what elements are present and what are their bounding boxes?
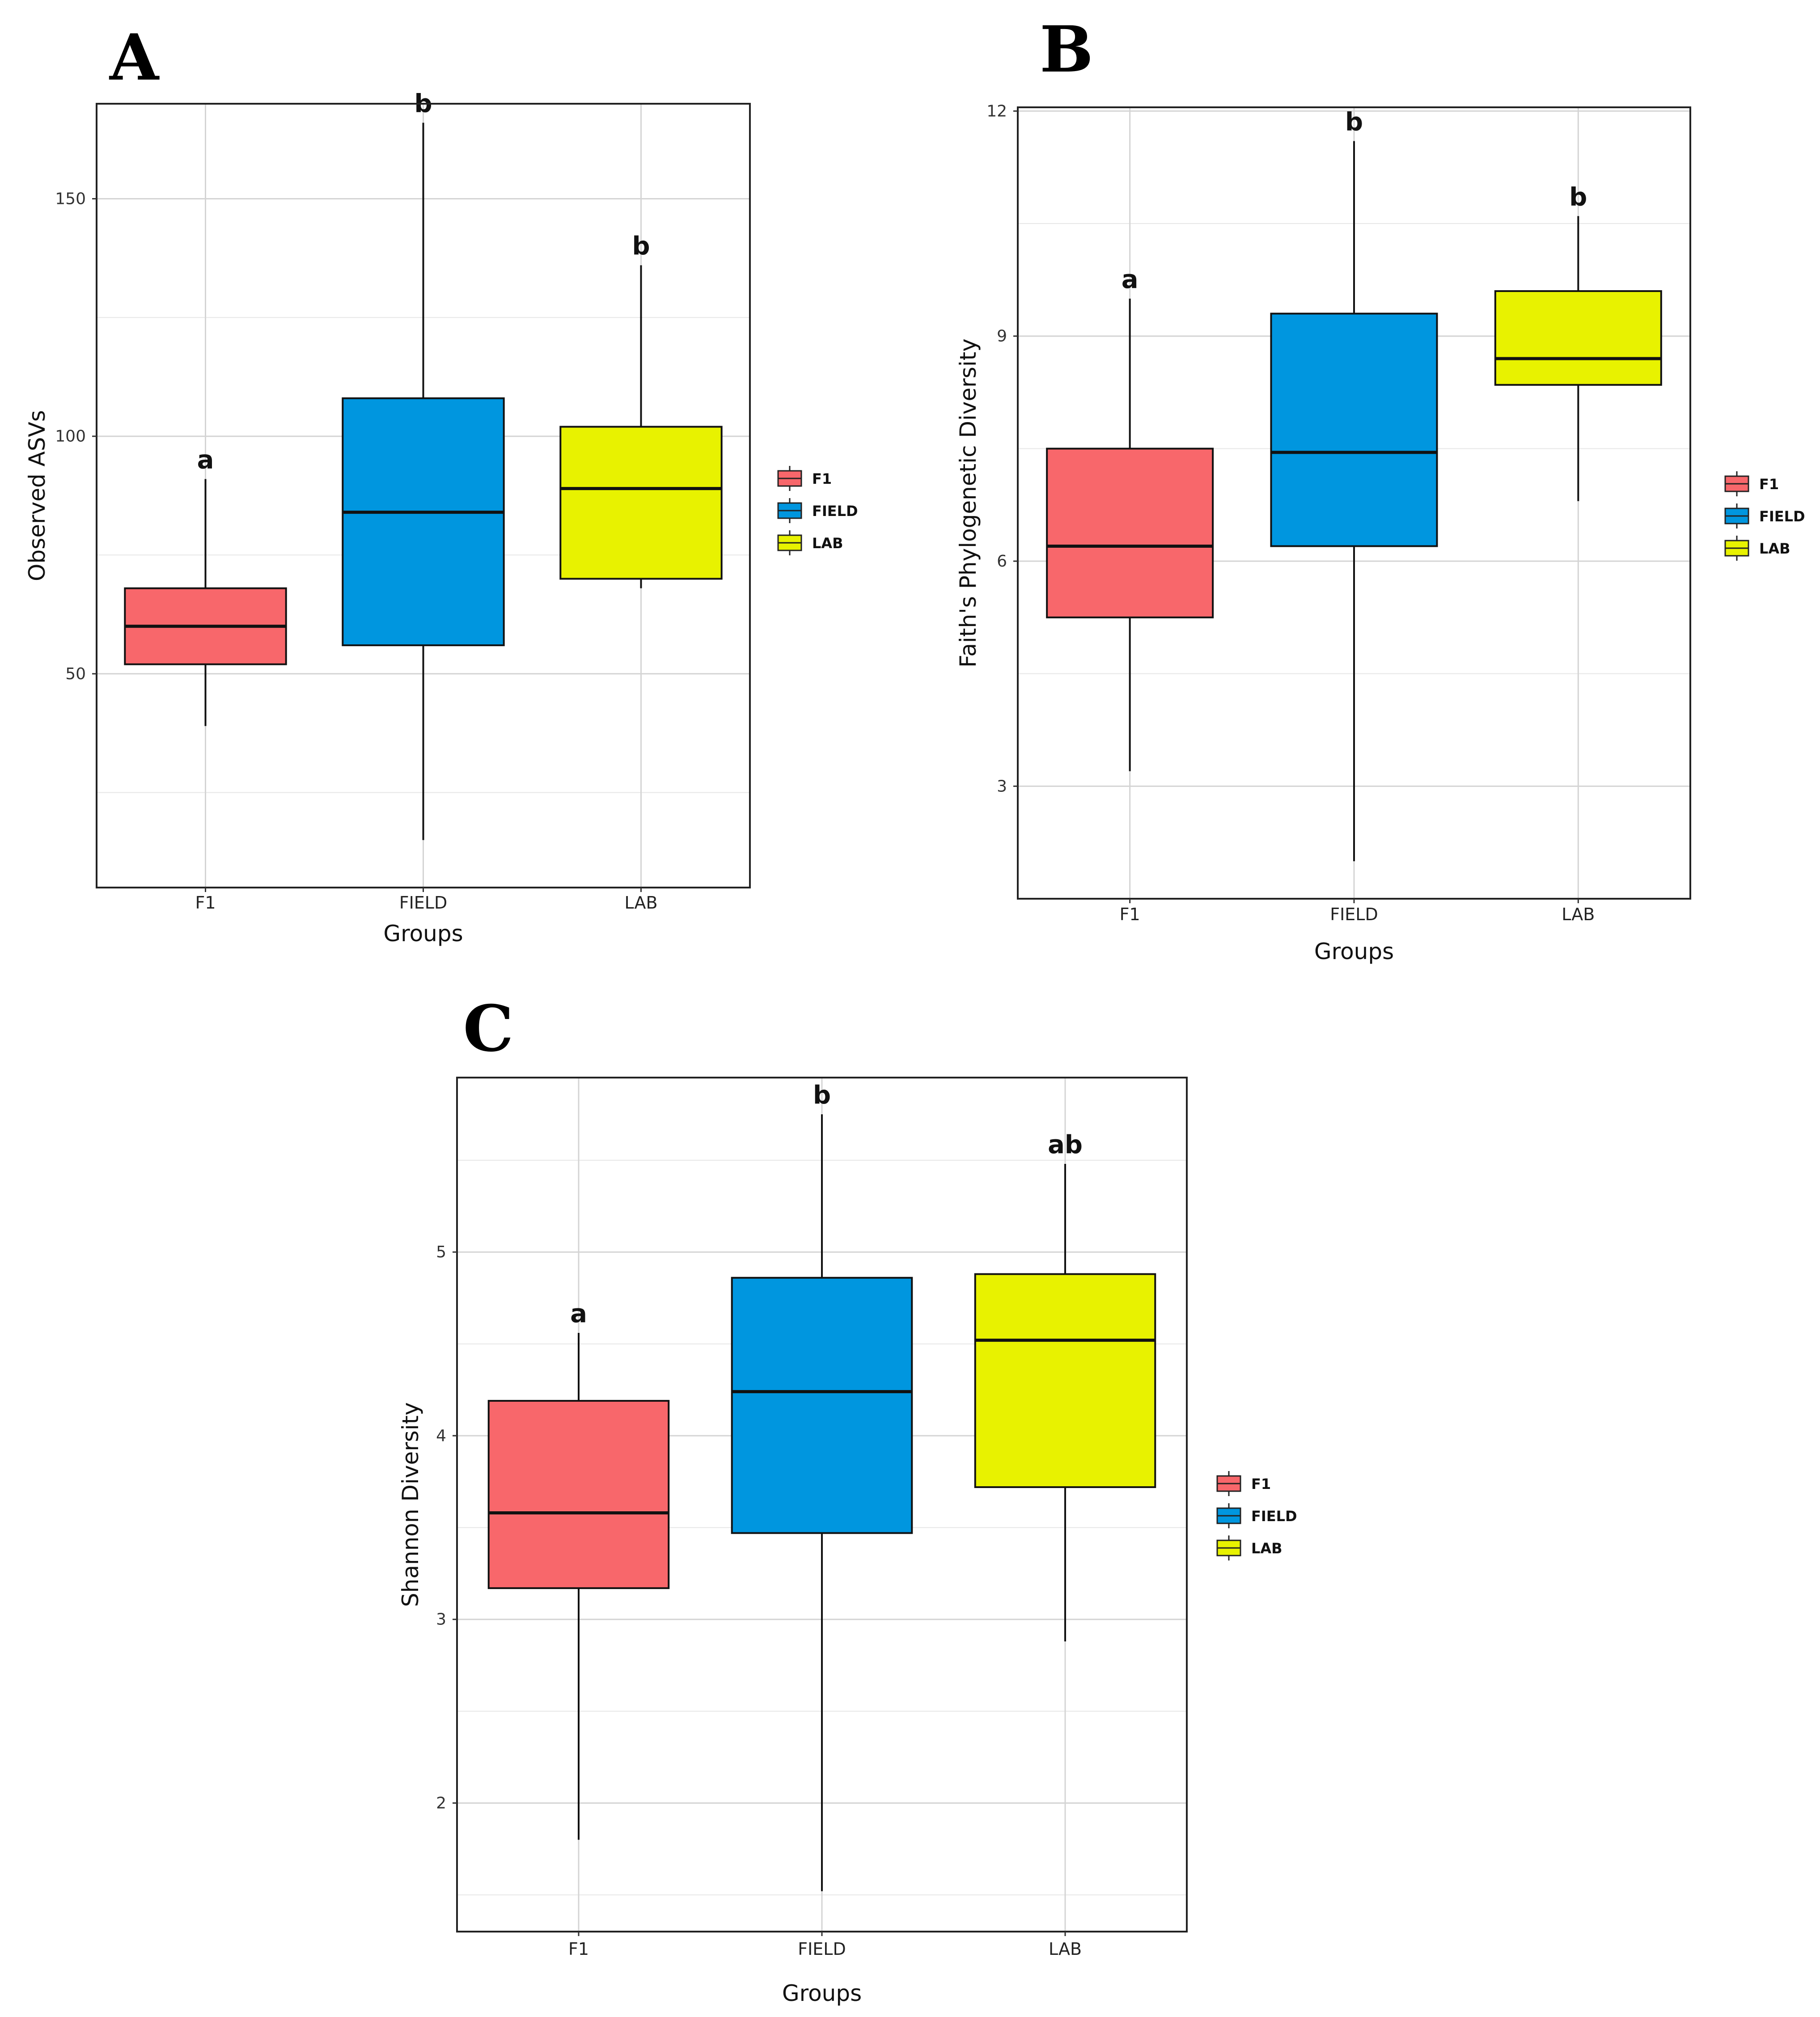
- y-axis-title: Observed ASVs: [24, 410, 50, 581]
- significance-label: a: [570, 1299, 587, 1328]
- box-f1: [487, 1400, 670, 1589]
- y-tick-label: 150: [55, 190, 86, 208]
- legend-label-f1: F1: [1251, 1476, 1271, 1493]
- significance-label: b: [1569, 182, 1587, 211]
- box-field: [342, 397, 505, 647]
- y-tick-label: 4: [436, 1427, 446, 1445]
- box-field: [731, 1277, 913, 1534]
- y-tick-label: 2: [436, 1794, 446, 1812]
- legend-label-field: FIELD: [1759, 508, 1805, 525]
- x-axis-title: Groups: [383, 921, 463, 947]
- y-tick-label: 9: [997, 327, 1007, 346]
- significance-label: b: [1345, 107, 1363, 136]
- panel-letter: C: [463, 992, 513, 1066]
- legend-label-f1: F1: [812, 470, 832, 487]
- x-tick-label: LAB: [1049, 1939, 1082, 1959]
- panel-letter: B: [1040, 13, 1093, 87]
- box-f1: [1046, 448, 1214, 618]
- x-tick-label: LAB: [624, 893, 657, 913]
- x-tick-label: F1: [568, 1939, 589, 1959]
- y-axis-title: Faith's Phylogenetic Diversity: [955, 338, 981, 668]
- y-tick-label: 12: [986, 102, 1007, 120]
- box-lab: [1494, 290, 1662, 386]
- legend-label-f1: F1: [1759, 476, 1779, 493]
- x-tick-label: FIELD: [399, 893, 448, 913]
- y-tick-label: 6: [997, 552, 1007, 571]
- x-tick-label: FIELD: [798, 1939, 846, 1959]
- box-lab: [559, 426, 723, 580]
- legend: F1 FIELD LAB: [1216, 1471, 1297, 1560]
- panel-b: Ba b b 3 6 9 12 F1 FIELD LAB Groups Faith's Phyloge…: [955, 13, 1805, 964]
- legend-label-field: FIELD: [1251, 1508, 1297, 1525]
- x-axis-title: Groups: [1314, 939, 1394, 964]
- legend: F1 FIELD LAB: [1724, 471, 1805, 561]
- x-tick-label: LAB: [1562, 905, 1595, 924]
- legend-label-field: FIELD: [812, 503, 858, 520]
- significance-label: ab: [1048, 1130, 1083, 1159]
- y-axis-title: Shannon Diversity: [398, 1402, 423, 1607]
- x-tick-label: F1: [1120, 905, 1140, 924]
- y-tick-label: 3: [997, 777, 1007, 795]
- y-tick-label: 50: [65, 665, 86, 683]
- y-tick-label: 5: [436, 1243, 446, 1261]
- significance-label: b: [632, 232, 650, 261]
- significance-label: a: [197, 445, 214, 474]
- legend-label-lab: LAB: [812, 535, 843, 552]
- x-tick-label: F1: [195, 893, 216, 913]
- significance-label: a: [1122, 265, 1139, 294]
- x-tick-label: FIELD: [1330, 905, 1378, 924]
- legend-label-lab: LAB: [1759, 540, 1790, 557]
- y-tick-label: 3: [436, 1611, 446, 1629]
- significance-label: b: [813, 1081, 831, 1110]
- legend: F1 FIELD LAB: [777, 466, 858, 555]
- y-tick-label: 100: [55, 427, 86, 446]
- x-axis-title: Groups: [782, 1980, 862, 2006]
- box-lab: [974, 1273, 1156, 1488]
- legend-label-lab: LAB: [1251, 1540, 1282, 1557]
- panel-letter: A: [109, 21, 160, 95]
- box-field: [1270, 313, 1438, 547]
